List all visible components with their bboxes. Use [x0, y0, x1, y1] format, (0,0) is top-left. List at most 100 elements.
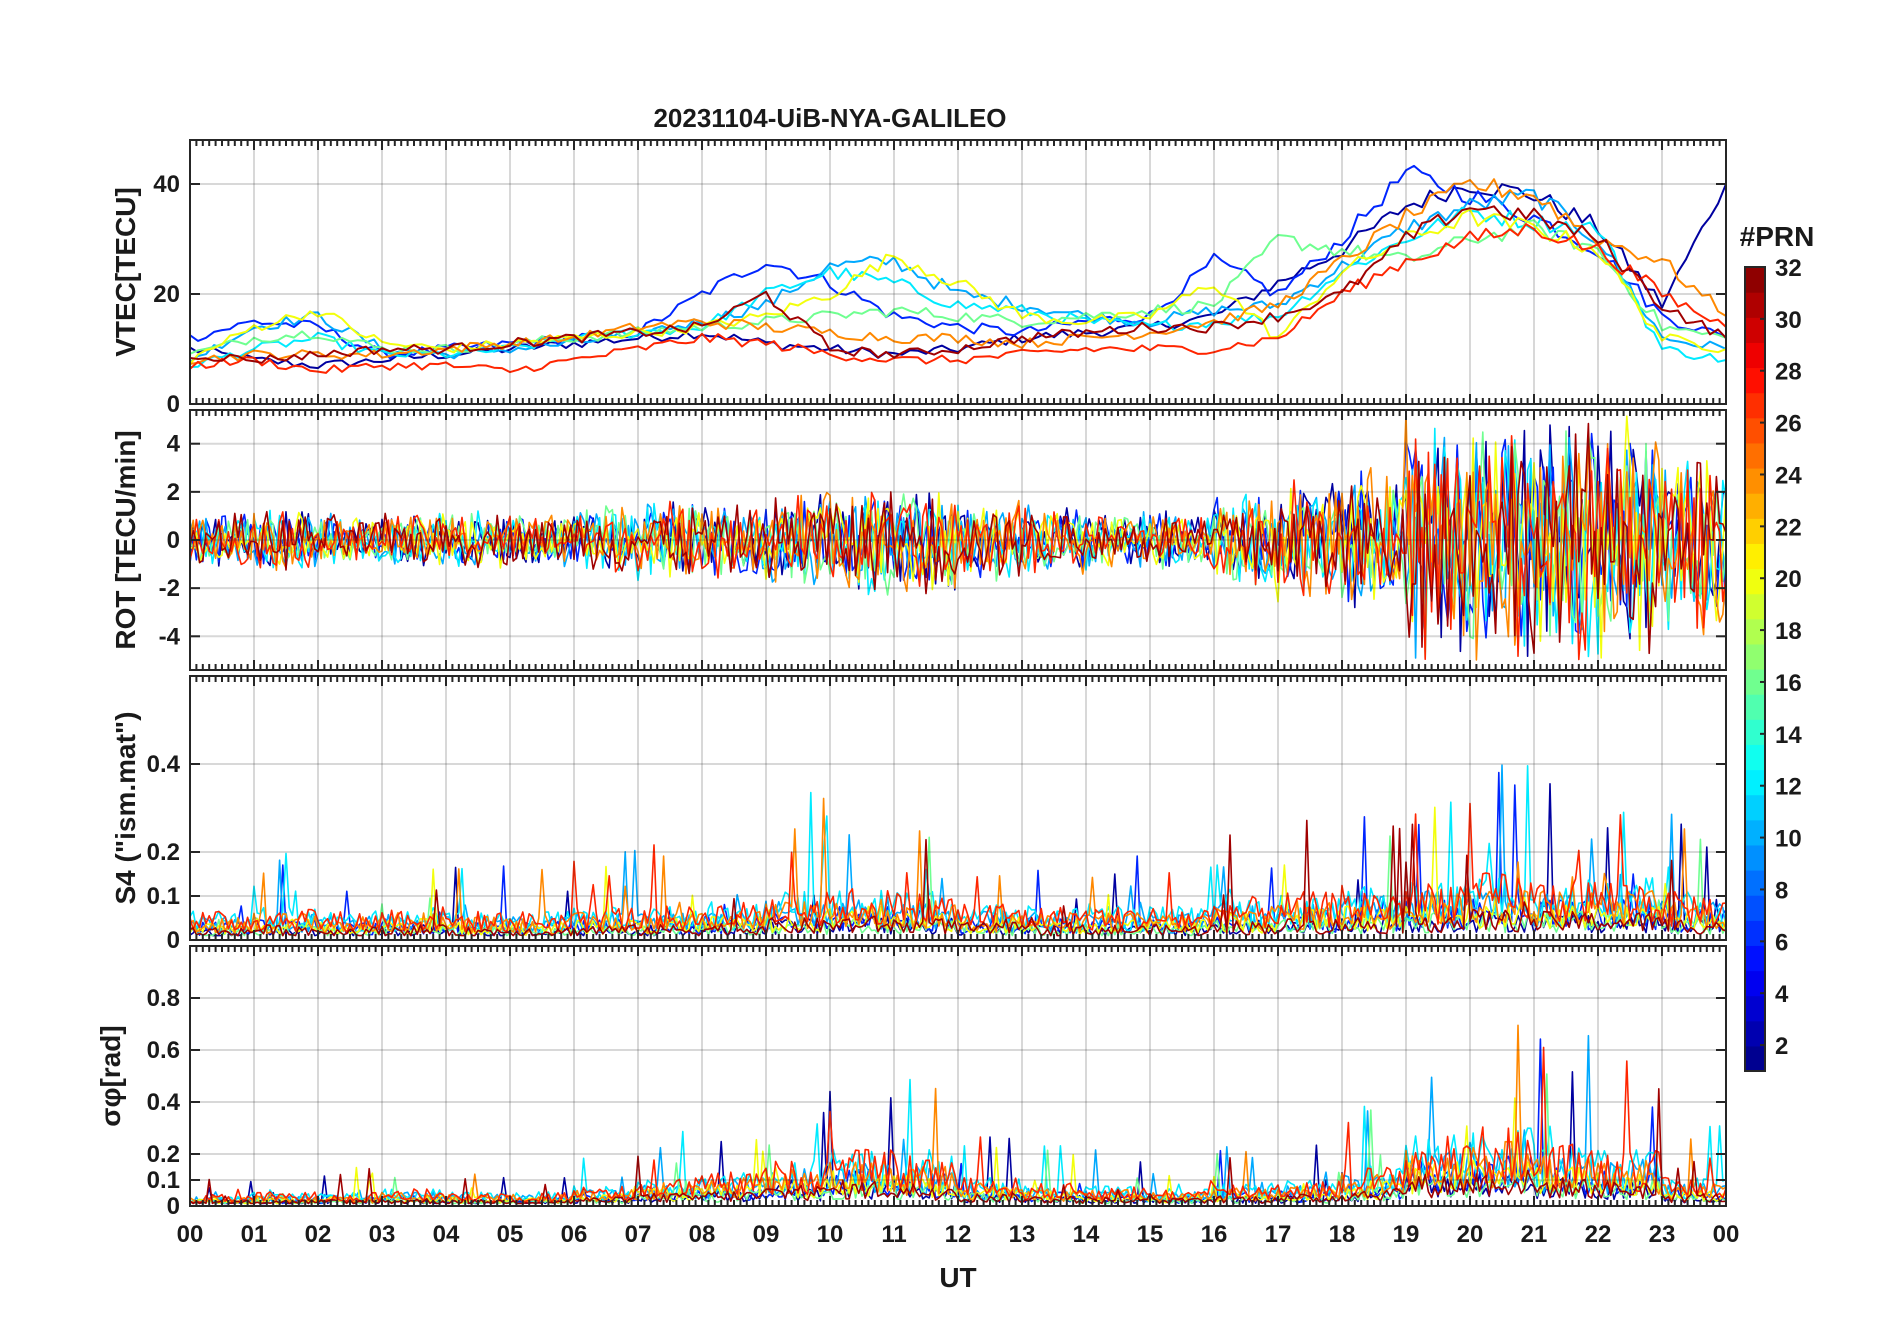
colorbar-band — [1745, 317, 1765, 343]
series-prn-10-vtec — [190, 188, 1726, 364]
x-tick-label: 09 — [753, 1221, 780, 1248]
y-axis-label-sigma: σφ[rad] — [95, 1025, 126, 1126]
series-prn-31-vtec — [190, 205, 1726, 364]
colorbar-tick-label: 16 — [1775, 670, 1802, 697]
y-axis-label-s4: S4 ("ism.mat") — [110, 711, 141, 904]
panel-rot-series — [190, 412, 1726, 661]
x-tick-label: 12 — [945, 1221, 972, 1248]
colorbar-band — [1745, 895, 1765, 921]
colorbar-tick-label: 30 — [1775, 307, 1802, 334]
colorbar-band — [1745, 568, 1765, 595]
colorbar-band — [1745, 618, 1765, 645]
colorbar-band — [1745, 518, 1765, 544]
y-tick-label: -2 — [159, 575, 180, 602]
y-tick-label: 0.1 — [147, 1167, 180, 1194]
x-tick-label: 19 — [1393, 1221, 1420, 1248]
colorbar-frame — [1744, 266, 1766, 1072]
colorbar-band — [1745, 945, 1765, 972]
y-tick-label: 0 — [167, 527, 180, 554]
colorbar-band — [1745, 920, 1765, 946]
colorbar-tick-label: 6 — [1775, 929, 1788, 956]
series-prn-27-s4 — [190, 802, 1726, 934]
y-tick-label: 0.2 — [147, 839, 180, 866]
colorbar-band — [1745, 769, 1765, 796]
colorbar-tick-label: 24 — [1775, 462, 1802, 489]
colorbar-tick-label: 12 — [1775, 774, 1802, 801]
x-tick-label: 13 — [1009, 1221, 1036, 1248]
x-tick-label: 18 — [1329, 1221, 1356, 1248]
colorbar-tick-label: 4 — [1775, 981, 1789, 1008]
y-tick-label: 4 — [167, 431, 181, 458]
series-prn-24-s4 — [190, 797, 1726, 935]
x-tick-label: 02 — [305, 1221, 332, 1248]
x-tick-label: 10 — [817, 1221, 844, 1248]
y-tick-label: 20 — [153, 281, 180, 308]
series-prn-27-vtec — [190, 223, 1726, 374]
colorbar-tick-label: 8 — [1775, 877, 1788, 904]
x-tick-label: 14 — [1073, 1221, 1100, 1248]
y-tick-label: 0.4 — [147, 1089, 181, 1116]
series-prn-24-rot — [190, 412, 1726, 661]
colorbar-band — [1745, 794, 1765, 821]
x-tick-label: 20 — [1457, 1221, 1484, 1248]
x-tick-label: 07 — [625, 1221, 652, 1248]
colorbar-tick-label: 32 — [1775, 255, 1802, 282]
colorbar-band — [1745, 342, 1765, 369]
colorbar-tick-label: 18 — [1775, 618, 1802, 645]
colorbar-band — [1745, 593, 1765, 620]
colorbar-band — [1745, 392, 1765, 419]
colorbar-tick-label: 22 — [1775, 514, 1802, 541]
colorbar-band — [1745, 442, 1765, 469]
colorbar-band — [1745, 870, 1765, 896]
x-tick-label: 22 — [1585, 1221, 1612, 1248]
colorbar-band — [1745, 468, 1765, 494]
chart-title: 20231104-UiB-NYA-GALILEO — [653, 103, 1006, 133]
x-tick-label: 15 — [1137, 1221, 1164, 1248]
y-tick-label: 0.8 — [147, 985, 180, 1012]
colorbar-band — [1745, 819, 1765, 846]
colorbar-tick-label: 26 — [1775, 411, 1802, 438]
colorbar-band — [1745, 417, 1765, 444]
series-prn-16-vtec — [190, 219, 1726, 355]
y-axis-label-rot: ROT [TECU/min] — [110, 430, 141, 649]
y-tick-label: 0 — [167, 1193, 180, 1220]
colorbar-band — [1745, 669, 1765, 695]
x-tick-label: 23 — [1649, 1221, 1676, 1248]
y-tick-label: 0.2 — [147, 1141, 180, 1168]
x-tick-label: 16 — [1201, 1221, 1228, 1248]
series-prn-6-vtec — [190, 164, 1726, 360]
x-tick-label: 04 — [433, 1221, 460, 1248]
colorbar-band — [1745, 267, 1765, 293]
y-tick-label: 0.6 — [147, 1037, 180, 1064]
colorbar-band — [1745, 970, 1765, 997]
y-tick-label: -4 — [159, 623, 181, 650]
y-tick-label: 0 — [167, 391, 180, 418]
colorbar-label: #PRN — [1740, 221, 1815, 252]
colorbar-band — [1745, 719, 1765, 745]
x-tick-label: 08 — [689, 1221, 716, 1248]
x-tick-label: 11 — [881, 1221, 906, 1248]
series-prn-31-rot — [190, 422, 1726, 655]
x-tick-label: 21 — [1521, 1221, 1548, 1248]
colorbar-band — [1745, 694, 1765, 720]
colorbar-band — [1745, 643, 1765, 670]
y-axis-label-vtec: VTEC[TECU] — [110, 187, 141, 357]
colorbar-band — [1745, 367, 1765, 394]
colorbar-tick-label: 2 — [1775, 1033, 1788, 1060]
y-tick-label: 0.4 — [147, 751, 181, 778]
x-tick-label: 05 — [497, 1221, 524, 1248]
colorbar-band — [1745, 744, 1765, 771]
x-axis-label: UT — [939, 1262, 976, 1293]
colorbar-band — [1745, 543, 1765, 570]
colorbar-band — [1745, 493, 1765, 519]
panel-vtec-series — [190, 164, 1726, 374]
y-tick-label: 40 — [153, 171, 180, 198]
x-tick-label: 17 — [1265, 1221, 1292, 1248]
colorbar-band — [1745, 292, 1765, 318]
colorbar-tick-label: 10 — [1775, 826, 1802, 853]
colorbar-band — [1745, 844, 1765, 871]
x-tick-label: 00 — [1713, 1221, 1740, 1248]
colorbar-band — [1745, 995, 1765, 1022]
